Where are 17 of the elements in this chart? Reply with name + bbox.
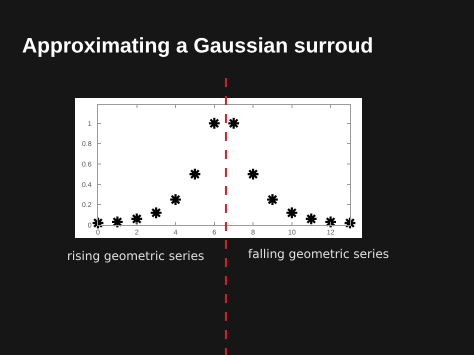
point [344, 216, 356, 230]
point [110, 215, 124, 228]
text: rising geometric series [67, 249, 204, 263]
point [285, 206, 298, 220]
point [227, 116, 240, 130]
point [130, 212, 144, 226]
point [324, 215, 338, 228]
point [208, 116, 221, 130]
point [304, 212, 318, 226]
point [92, 216, 104, 230]
point [188, 168, 202, 181]
point [246, 168, 260, 181]
point [266, 193, 279, 206]
point [150, 206, 163, 220]
chart-title: Approximating a Gaussian surroud [22, 34, 374, 58]
text: falling geometric series [248, 247, 389, 261]
point [169, 193, 182, 206]
